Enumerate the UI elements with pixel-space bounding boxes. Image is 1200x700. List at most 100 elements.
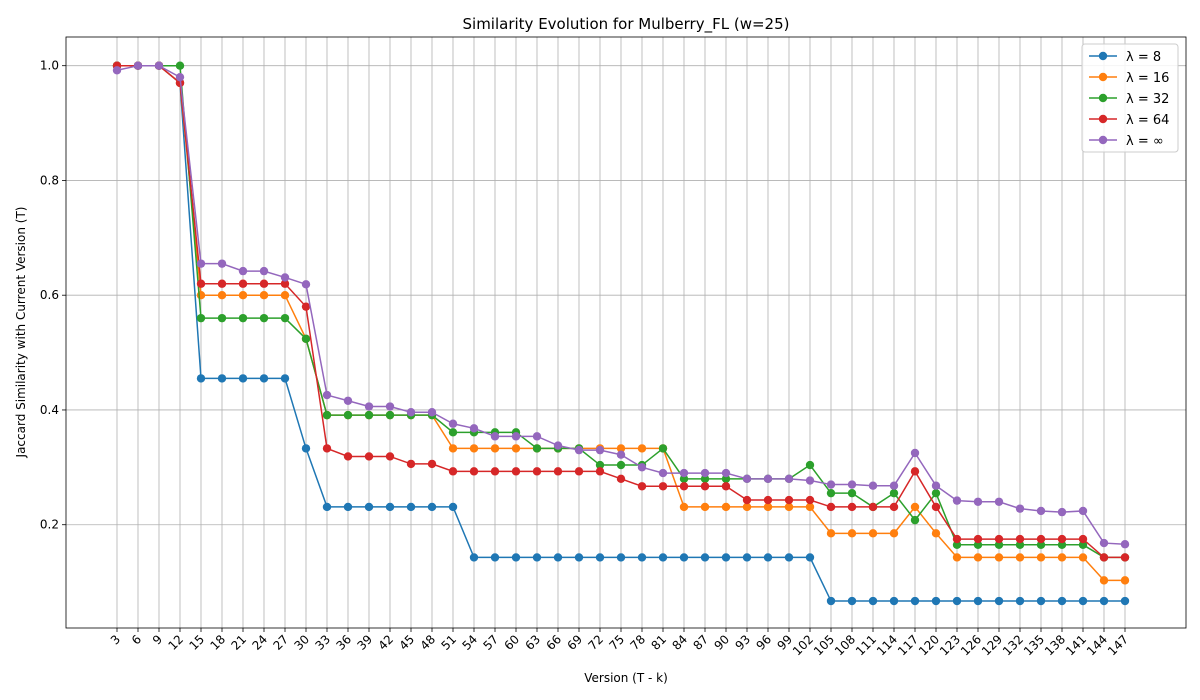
data-point (553, 553, 563, 562)
x-tick-label: 9 (150, 632, 165, 647)
data-point (784, 495, 794, 505)
data-point (679, 468, 689, 478)
data-point (616, 553, 626, 562)
data-point (805, 553, 815, 562)
data-point (532, 553, 542, 562)
data-point (721, 553, 731, 562)
data-point (385, 502, 395, 512)
data-point (721, 502, 731, 512)
data-point (112, 66, 122, 75)
data-point (1078, 534, 1088, 544)
data-point (1099, 553, 1109, 562)
data-point (700, 482, 710, 491)
data-point (154, 61, 164, 70)
data-point (889, 488, 899, 498)
data-point (826, 480, 836, 489)
data-point (322, 444, 332, 453)
data-point (973, 540, 983, 550)
data-point (637, 482, 647, 491)
data-point (1057, 507, 1067, 517)
data-point (931, 596, 941, 606)
data-point (469, 553, 479, 562)
data-point (931, 488, 941, 498)
series-4 (112, 61, 1130, 562)
data-point (448, 428, 458, 437)
data-point (532, 467, 542, 476)
data-point (847, 502, 857, 512)
legend-label: λ = 16 (1126, 71, 1169, 86)
legend: λ = 8 λ = 16 λ = 32 λ = 64 λ = ∞ (1081, 43, 1179, 153)
data-point (595, 460, 605, 470)
data-point (595, 553, 605, 562)
data-point (1015, 553, 1025, 562)
data-point (679, 502, 689, 512)
data-point (217, 313, 227, 323)
x-tick-label: 15 (186, 632, 207, 653)
data-point (973, 553, 983, 562)
x-tick-label: 30 (291, 632, 312, 653)
data-point (763, 495, 773, 505)
data-point (343, 502, 353, 512)
legend-item: λ = 16 (1089, 71, 1169, 86)
data-point (1078, 553, 1088, 562)
data-point (574, 467, 584, 476)
data-point (826, 488, 836, 498)
data-point (280, 279, 290, 288)
data-point (847, 488, 857, 498)
data-point (196, 291, 206, 300)
data-point (721, 482, 731, 491)
data-point (616, 460, 626, 470)
data-point (805, 495, 815, 505)
data-point (406, 502, 416, 512)
data-point (889, 481, 899, 490)
series-5 (112, 61, 1130, 549)
data-point (952, 534, 962, 544)
x-tick-label: 33 (312, 632, 333, 653)
data-point (1120, 596, 1130, 606)
data-point (1120, 553, 1130, 562)
data-point (889, 596, 899, 606)
data-point (238, 291, 248, 300)
data-point (175, 72, 185, 82)
data-point (280, 291, 290, 300)
data-point (763, 474, 773, 484)
data-point (385, 452, 395, 461)
data-point (994, 553, 1004, 562)
data-point (721, 474, 731, 484)
data-point (238, 313, 248, 323)
data-point (742, 553, 752, 562)
legend-box (1081, 43, 1179, 153)
x-axis-ticks: 3 6 9 12 15 18 21 24 27 30 33 36 39 42 45 48 51 54 57 60 63 6… (108, 628, 1131, 658)
x-tick-label: 84 (669, 632, 690, 653)
data-point (259, 313, 269, 323)
data-point (595, 445, 605, 455)
x-tick-label: 120 (916, 632, 942, 658)
data-point (994, 540, 1004, 550)
data-point (469, 467, 479, 476)
x-tick-label: 54 (459, 632, 480, 653)
data-point (616, 474, 626, 484)
data-point (217, 279, 227, 288)
data-point (427, 459, 437, 469)
data-point (469, 444, 479, 453)
data-point (427, 408, 437, 417)
data-point (595, 467, 605, 476)
data-point (511, 553, 521, 562)
data-point (952, 596, 962, 606)
data-point (658, 468, 668, 478)
legend-swatch-marker (1098, 51, 1108, 61)
data-point (532, 444, 542, 453)
data-point (637, 553, 647, 562)
legend-label: λ = 32 (1126, 92, 1169, 107)
data-point (721, 468, 731, 478)
x-tick-label: 12 (165, 632, 186, 653)
data-point (1036, 596, 1046, 606)
x-tick-label: 51 (438, 632, 459, 653)
data-point (385, 410, 395, 420)
y-tick-label: 1.0 (40, 59, 59, 73)
legend-label: λ = 8 (1126, 50, 1161, 65)
legend-item: λ = 64 (1089, 113, 1169, 128)
data-point (490, 467, 500, 476)
data-point (1015, 504, 1025, 513)
data-point (658, 444, 668, 453)
